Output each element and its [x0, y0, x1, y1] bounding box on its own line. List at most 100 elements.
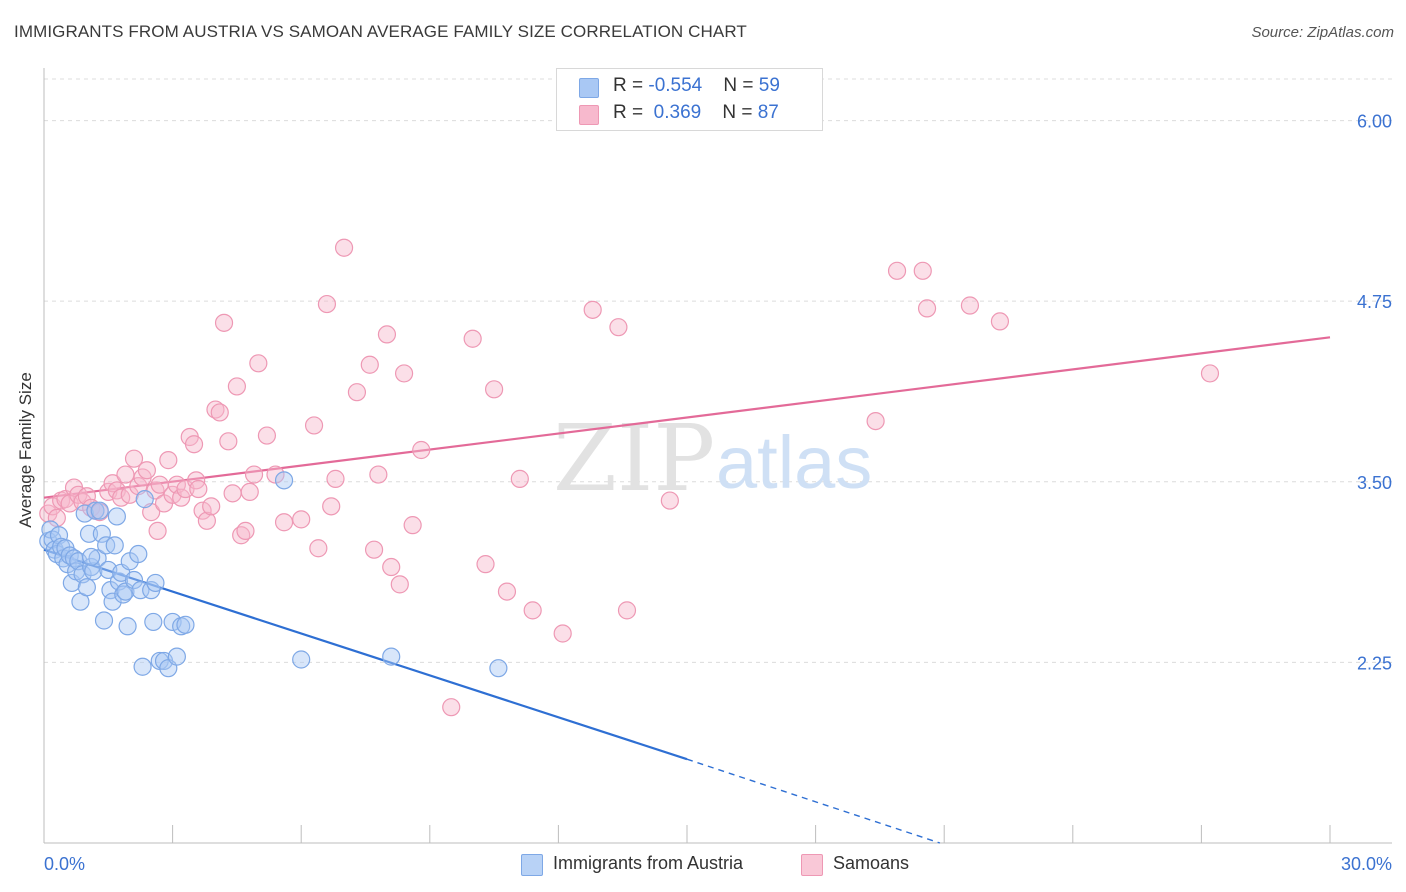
samoan-point	[660, 491, 679, 510]
legend-text-samoan: R = 0.369 N = 87	[613, 102, 779, 124]
austria-point	[82, 547, 101, 567]
r-label: R =	[613, 102, 649, 123]
samoan-point	[159, 451, 178, 470]
samoans-legend-label: Samoans	[833, 853, 910, 873]
samoan-point	[917, 299, 937, 318]
austria-point	[133, 657, 152, 676]
y-axis-label: Average Family Size	[16, 372, 35, 528]
samoan-point	[184, 435, 204, 454]
samoan-point	[377, 325, 397, 344]
samoan-point	[913, 261, 932, 280]
samoan-point	[364, 540, 384, 559]
samoan-point	[227, 377, 246, 396]
samoan-point	[390, 575, 409, 594]
samoan-point	[476, 555, 495, 574]
samoan-point	[866, 412, 885, 431]
austria-legend-label: Immigrants from Austria	[553, 853, 744, 873]
samoan-point	[223, 484, 242, 503]
samoan-point	[369, 465, 388, 484]
samoan-point	[412, 440, 431, 460]
samoan-point	[403, 516, 422, 535]
austria-points	[39, 471, 508, 678]
samoan-point	[617, 601, 637, 620]
austria-point	[86, 501, 105, 520]
watermark-atlas: atlas	[716, 421, 872, 504]
austria-point	[77, 578, 96, 597]
samoan-point	[523, 601, 542, 620]
austria-point	[382, 647, 401, 666]
austria-point	[118, 617, 137, 636]
samoan-point	[382, 557, 401, 577]
austria-point	[105, 536, 124, 555]
axes	[43, 68, 1392, 844]
austria-point	[92, 524, 111, 543]
samoan-point	[309, 539, 328, 558]
samoan-point	[887, 261, 907, 280]
samoan-point	[497, 582, 517, 601]
samoan-point	[274, 513, 294, 532]
samoan-point	[442, 698, 461, 717]
samoan-points	[39, 238, 1220, 717]
austria-point	[88, 549, 107, 568]
austria-point	[274, 471, 294, 490]
austria-point	[75, 504, 94, 523]
r-value: -0.554	[648, 75, 703, 96]
x-tick-label: 30.0%	[1341, 854, 1392, 874]
samoan-point	[304, 416, 324, 435]
austria-point	[103, 592, 122, 611]
samoan-point	[334, 238, 354, 257]
r-value: 0.369	[648, 102, 702, 123]
source-label: Source: ZipAtlas.com	[1251, 24, 1394, 41]
watermark: ZIP atlas	[553, 405, 872, 512]
austria-swatch	[579, 78, 599, 98]
samoan-point	[326, 469, 345, 488]
samoan-point	[990, 312, 1010, 331]
austria-point	[135, 490, 154, 509]
n-value: 59	[758, 75, 780, 96]
austria-point	[90, 501, 109, 520]
watermark-zip: ZIP	[553, 405, 715, 512]
samoan-point	[193, 501, 212, 520]
samoan-point	[202, 497, 221, 516]
samoan-point	[197, 511, 216, 530]
x-tick-label: 0.0%	[44, 854, 85, 874]
austria-point	[94, 611, 114, 630]
samoan-point	[510, 469, 529, 488]
austria-point	[292, 650, 311, 669]
samoan-point	[347, 383, 367, 402]
samoan-point	[214, 313, 234, 332]
austria-point	[114, 585, 133, 604]
austria-trendline	[43, 548, 688, 761]
samoan-point	[137, 461, 156, 480]
trendlines	[43, 336, 1331, 844]
y-tick-label: 3.50	[1357, 473, 1392, 493]
legend-text-austria: R = -0.554 N = 59	[613, 75, 780, 97]
r-label: R =	[613, 75, 649, 96]
samoan-point	[463, 329, 482, 348]
samoan-point	[236, 521, 255, 541]
samoan-point	[172, 488, 191, 507]
samoan-swatch	[579, 105, 599, 125]
austria-point	[124, 570, 144, 590]
samoan-point	[292, 510, 311, 529]
austria-point	[176, 615, 195, 634]
samoan-point	[609, 318, 628, 337]
series-legend: Immigrants from Austria Samoans	[0, 852, 1406, 878]
y-axis-label-wrap: Average Family Size	[14, 300, 38, 600]
samoan-trendline	[43, 336, 1331, 499]
austria-point	[146, 573, 165, 593]
n-value: 87	[757, 102, 779, 123]
samoan-point	[249, 354, 268, 373]
chart-title: IMMIGRANTS FROM AUSTRIA VS SAMOAN AVERAG…	[14, 22, 747, 41]
samoan-point	[553, 624, 572, 643]
n-label: N =	[723, 75, 759, 96]
samoan-point	[219, 432, 238, 451]
austria-point	[489, 659, 508, 678]
samoan-point	[360, 355, 379, 374]
axis-ticks: 2.25 3.50 4.75 6.00 0.0% 30.0%	[44, 112, 1392, 874]
y-tick-label: 2.25	[1357, 653, 1392, 673]
samoan-point	[317, 294, 337, 314]
samoan-point	[583, 300, 602, 319]
austria-point	[167, 647, 186, 666]
austria-point	[129, 544, 148, 564]
